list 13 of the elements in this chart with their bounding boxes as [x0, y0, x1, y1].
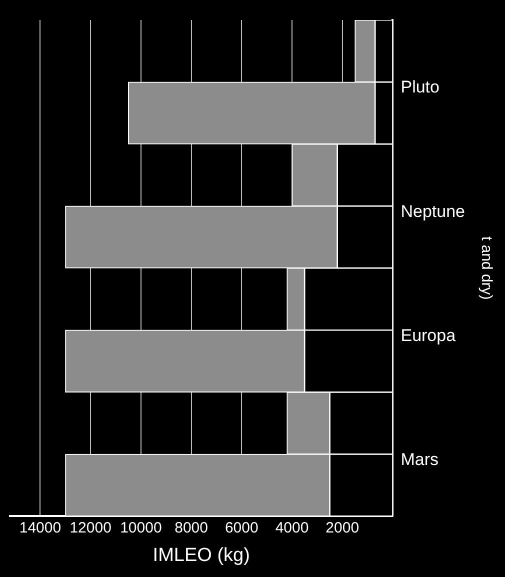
x-axis-title: IMLEO (kg) — [152, 544, 250, 566]
y-tick-label: Mars — [400, 450, 439, 469]
x-tick-label: 14000 — [19, 519, 62, 536]
x-tick-label: 12000 — [70, 519, 112, 536]
x-tick-label: 2000 — [326, 519, 360, 536]
y-axis-title: t and dry) — [478, 236, 495, 300]
x-tick-label: 4000 — [275, 519, 309, 536]
x-tick-label: 6000 — [224, 519, 258, 536]
y-tick-label: Pluto — [400, 78, 440, 97]
y-tick-label: Neptune — [400, 202, 466, 221]
y-tick-label: Europa — [400, 326, 456, 345]
x-tick-label: 8000 — [174, 519, 208, 536]
x-tick-label: 10000 — [120, 519, 162, 536]
